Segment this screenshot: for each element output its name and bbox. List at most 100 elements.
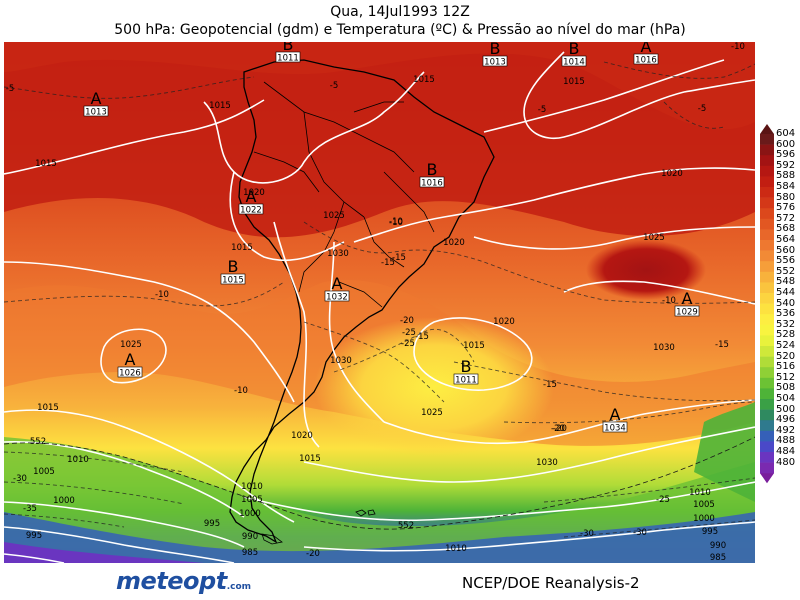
center-value-box xyxy=(561,55,587,67)
legend-swatch xyxy=(760,134,774,145)
legend-swatch xyxy=(760,208,774,220)
legend-swatch xyxy=(760,271,774,283)
center-value: 1016 xyxy=(635,56,657,66)
isobar-label: 1015 xyxy=(463,341,485,351)
center-value: 1011 xyxy=(277,54,299,64)
isobar-label: 1015 xyxy=(299,454,321,464)
center-value: 1016 xyxy=(421,179,443,189)
legend-level-label: 580 xyxy=(776,191,796,203)
isotherm-label: -20 xyxy=(553,424,567,434)
legend-level-label: 568 xyxy=(776,223,796,235)
isobar-label: 1025 xyxy=(643,233,665,243)
isotherm-label: -30 xyxy=(633,528,647,538)
legend-level-label: 596 xyxy=(776,149,796,161)
center-letter: B xyxy=(283,42,294,54)
center-letter: B xyxy=(461,357,472,376)
center-value: 1026 xyxy=(119,369,141,379)
legend-level-label: 488 xyxy=(776,435,796,447)
legend-swatch xyxy=(760,441,774,453)
center-value-box xyxy=(419,176,445,188)
center-letter: A xyxy=(91,89,102,108)
legend-level-label: 600 xyxy=(776,138,796,150)
legend-swatch xyxy=(760,462,774,474)
isobar-label: 1010 xyxy=(445,544,467,554)
legend-swatch xyxy=(760,420,774,432)
isotherm-label: -15 xyxy=(543,380,557,390)
isotherm-label: -15 xyxy=(381,258,395,268)
legend-swatch xyxy=(760,229,774,241)
isobar-label: 1025 xyxy=(120,340,142,350)
isotherm-label: -25 xyxy=(656,495,670,505)
isobar-label: 1015 xyxy=(209,101,231,111)
meteopt-logo: meteopt.com xyxy=(116,567,251,597)
field-band-purple xyxy=(4,542,204,563)
center-value-box xyxy=(324,290,350,302)
height-contour-label: 552 xyxy=(398,521,414,531)
isotherm-label: -5 xyxy=(538,105,546,115)
isobar-label: 985 xyxy=(242,548,258,558)
center-letter: A xyxy=(641,42,652,56)
legend-swatch xyxy=(760,303,774,315)
isobar-label: 1030 xyxy=(330,356,352,366)
legend-level-label: 560 xyxy=(776,244,796,256)
legend-level-label: 584 xyxy=(776,181,796,192)
legend-swatch xyxy=(760,388,774,400)
isotherm-label: -10 xyxy=(389,218,403,228)
legend-level-label: 504 xyxy=(776,393,796,404)
isobar-label: 1020 xyxy=(291,431,313,441)
center-value: 1022 xyxy=(240,206,262,216)
isobar-label: 1030 xyxy=(653,343,675,353)
center-value: 1029 xyxy=(676,308,698,318)
legend-swatch xyxy=(760,261,774,273)
center-letter: B xyxy=(569,42,580,58)
legend-level-label: 508 xyxy=(776,382,796,394)
center-letter: A xyxy=(682,289,693,308)
legend-swatch xyxy=(760,197,774,209)
legend-level-label: 496 xyxy=(776,414,796,426)
legend-swatch xyxy=(760,377,774,389)
legend-level-label: 548 xyxy=(776,276,796,288)
map-date: Qua, 14Jul1993 12Z xyxy=(330,4,470,20)
center-value: 1013 xyxy=(484,58,506,68)
isobar-label: 990 xyxy=(710,541,726,551)
legend-level-label: 484 xyxy=(776,446,796,457)
isobar-label: 985 xyxy=(710,553,726,563)
isotherm-label: -25 xyxy=(402,328,416,338)
legend-level-label: 592 xyxy=(776,159,796,171)
isotherm-label: -20 xyxy=(306,549,320,559)
center-value: 1013 xyxy=(85,108,107,118)
legend-level-label: 604 xyxy=(776,128,796,139)
legend-level-label: 536 xyxy=(776,308,796,320)
isotherm-label: -30 xyxy=(13,474,27,484)
legend-swatch xyxy=(760,367,774,379)
legend-swatch xyxy=(760,399,774,410)
isotherm-label: -15 xyxy=(392,253,406,263)
legend-level-label: 540 xyxy=(776,297,796,309)
isotherms xyxy=(4,61,755,538)
field-band-top xyxy=(4,42,755,130)
center-letter: A xyxy=(332,274,343,293)
legend-level-label: 544 xyxy=(776,287,796,298)
legend-swatch xyxy=(760,356,774,368)
legend-level-label: 492 xyxy=(776,424,796,436)
isobar-label: 1010 xyxy=(241,482,263,492)
isobar-label: 1025 xyxy=(323,211,345,221)
center-letter: B xyxy=(490,42,501,58)
legend-swatch xyxy=(760,155,774,167)
contour-552 xyxy=(4,436,755,530)
isobar-label: 1015 xyxy=(231,243,253,253)
south-america-outline xyxy=(229,59,495,544)
legend-swatch xyxy=(760,282,774,294)
legend-swatch xyxy=(760,430,774,442)
legend-level-label: 512 xyxy=(776,371,796,383)
isobar-label: 1000 xyxy=(693,514,715,524)
isotherm-label: -15 xyxy=(415,332,429,342)
legend-level-label: 480 xyxy=(776,456,796,468)
